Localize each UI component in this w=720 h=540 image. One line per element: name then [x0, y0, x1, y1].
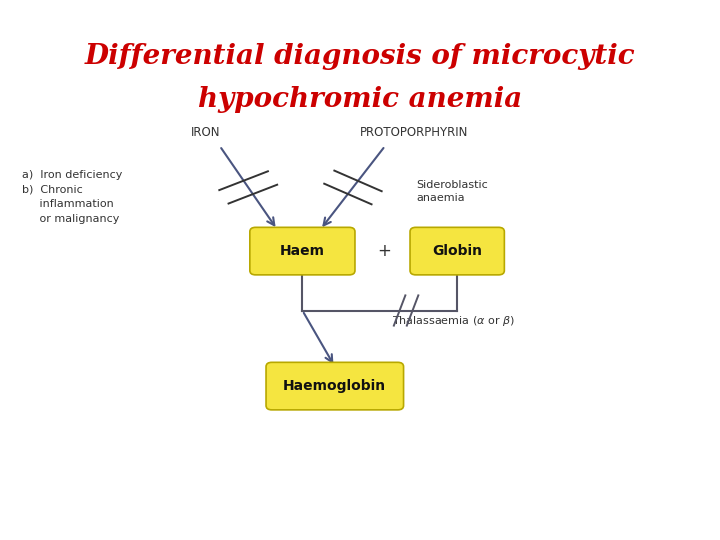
Text: Thalassaemia ($\alpha$ or $\beta$): Thalassaemia ($\alpha$ or $\beta$) [392, 314, 516, 328]
FancyBboxPatch shape [266, 362, 403, 410]
Text: +: + [377, 242, 391, 260]
FancyBboxPatch shape [410, 227, 504, 275]
Text: Haemoglobin: Haemoglobin [283, 379, 387, 393]
Text: PROTOPORPHYRIN: PROTOPORPHYRIN [360, 126, 468, 139]
Text: Haem: Haem [280, 244, 325, 258]
Text: IRON: IRON [191, 126, 220, 139]
FancyBboxPatch shape [250, 227, 355, 275]
Text: Globin: Globin [432, 244, 482, 258]
Text: Differential diagnosis of microcytic: Differential diagnosis of microcytic [85, 43, 635, 70]
Text: a)  Iron deficiency
b)  Chronic
     inflammation
     or malignancy: a) Iron deficiency b) Chronic inflammati… [22, 171, 122, 224]
Text: Sideroblastic
anaemia: Sideroblastic anaemia [416, 180, 488, 203]
Text: hypochromic anemia: hypochromic anemia [198, 86, 522, 113]
